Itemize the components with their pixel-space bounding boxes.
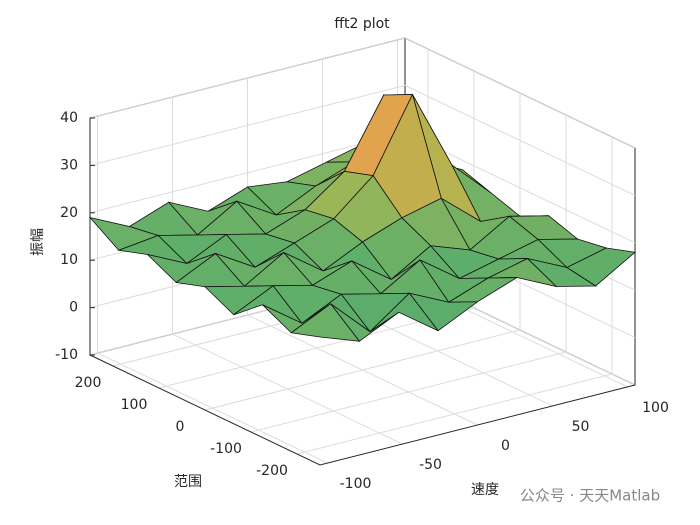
z-tick-label: 30 (60, 157, 78, 173)
z-tick-label: 40 (60, 110, 78, 126)
watermark: 公众号 · 天天Matlab (520, 487, 660, 505)
z-tick-label: 20 (60, 205, 78, 221)
grid-line (172, 97, 403, 445)
chart-title: fft2 plot (334, 16, 390, 32)
z-axis-label: 振幅 (30, 228, 46, 256)
x-tick-label: -200 (256, 463, 288, 479)
grid-line (247, 78, 478, 426)
x-tick-label: 0 (176, 419, 185, 435)
grid-line (89, 84, 636, 196)
y-tick-label: 100 (642, 400, 669, 416)
grid-line (250, 115, 567, 433)
y-tick-label: 50 (572, 419, 590, 435)
grid-line (89, 37, 636, 149)
y-tick-label: -100 (340, 476, 372, 492)
grid-line (204, 93, 521, 411)
y-tick-label: -50 (419, 457, 442, 473)
grid-line (296, 137, 613, 455)
x-tick-label: 200 (75, 375, 102, 391)
y-axis-label: 速度 (471, 482, 499, 498)
axis-line (89, 118, 636, 466)
grid-line (158, 71, 475, 389)
x-tick-label: -100 (210, 441, 242, 457)
y-tick-label: 0 (501, 438, 510, 454)
z-tick-label: -10 (55, 347, 78, 363)
surface-cell (290, 303, 361, 342)
x-axis-label: 范围 (174, 473, 202, 490)
z-tick-label: 0 (69, 300, 78, 316)
grid-line (97, 116, 328, 464)
z-tick-label: 10 (60, 252, 78, 268)
x-tick-label: 100 (121, 397, 148, 413)
